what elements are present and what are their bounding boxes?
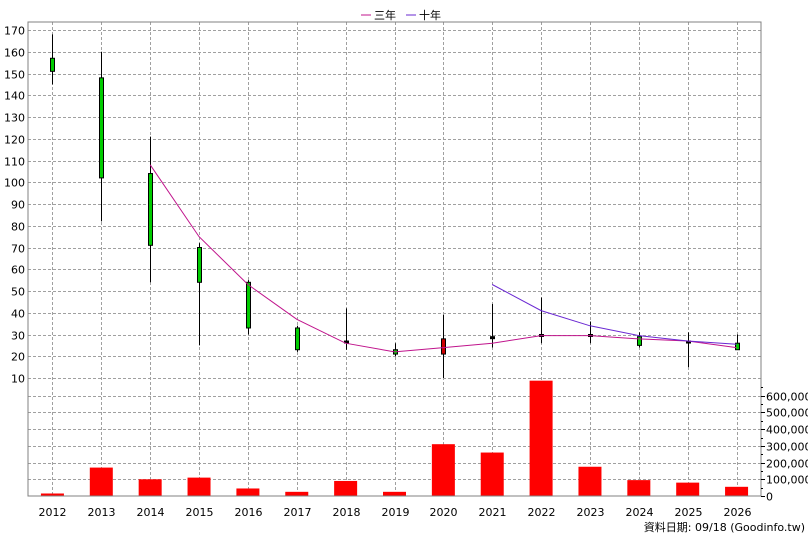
price-tick-label: 160 <box>4 47 25 60</box>
ma-line-10yr <box>491 284 737 345</box>
volume-bar <box>578 466 602 496</box>
volume-bar <box>187 477 211 496</box>
candle-body <box>246 281 251 329</box>
year-tick-label: 2021 <box>479 506 507 519</box>
price-tick-label: 170 <box>4 25 25 38</box>
candle-body <box>295 327 300 351</box>
year-tick-label: 2015 <box>186 506 214 519</box>
price-tick-label: 70 <box>11 243 25 256</box>
volume-bar <box>676 482 700 496</box>
ma-line-3yr <box>149 164 737 353</box>
volume-tick-label: 600,000 <box>766 391 808 404</box>
candle-body <box>148 173 153 246</box>
volume-tick-label: 500,000 <box>766 407 808 420</box>
volume-bar <box>480 452 504 496</box>
year-tick-label: 2016 <box>235 506 263 519</box>
year-tick-label: 2017 <box>284 506 312 519</box>
year-tick-label: 2023 <box>577 506 605 519</box>
price-tick-label: 110 <box>4 156 25 169</box>
year-tick-label: 2019 <box>382 506 410 519</box>
price-tick-label: 60 <box>11 264 25 277</box>
candle-body <box>99 77 104 179</box>
plot-frame <box>27 21 762 497</box>
axis-tick-labels: 10 20 30 40 50 60 70 80 90 100 110 120 130 140 150 160 1… <box>4 25 808 520</box>
volume-bars <box>40 380 749 496</box>
price-tick-label: 40 <box>11 308 25 321</box>
volume-tick-label: 100,000 <box>766 474 808 487</box>
volume-tick-label: 0 <box>766 491 773 504</box>
year-tick-label: 2012 <box>39 506 67 519</box>
volume-bar <box>431 444 455 496</box>
year-tick-label: 2014 <box>137 506 165 519</box>
price-tick-label: 130 <box>4 112 25 125</box>
year-tick-label: 2018 <box>333 506 361 519</box>
source-footer: 資料日期: 09/18 (Goodinfo.tw) <box>644 520 805 534</box>
volume-bar <box>383 491 406 496</box>
volume-bar <box>334 480 358 496</box>
price-tick-label: 20 <box>11 351 25 364</box>
volume-bar <box>529 380 553 496</box>
volume-tick-label: 400,000 <box>766 424 808 437</box>
volume-bar <box>236 488 260 496</box>
year-tick-label: 2025 <box>675 506 703 519</box>
year-tick-label: 2022 <box>528 506 556 519</box>
year-tick-label: 2024 <box>626 506 654 519</box>
candle-body <box>441 338 446 355</box>
legend-label-3yr: 三年 <box>374 8 396 22</box>
price-tick-label: 80 <box>11 221 25 234</box>
volume-tick-label: 300,000 <box>766 441 808 454</box>
price-tick-label: 10 <box>11 373 25 386</box>
year-tick-label: 2026 <box>724 506 752 519</box>
volume-bar <box>40 493 64 496</box>
legend-label-10yr: 十年 <box>419 8 441 22</box>
price-tick-label: 50 <box>11 286 25 299</box>
volume-bar <box>285 491 309 496</box>
price-tick-label: 120 <box>4 134 25 147</box>
candle-body <box>637 336 642 346</box>
volume-bar <box>89 467 113 496</box>
year-tick-label: 2013 <box>88 506 116 519</box>
legend: 三年 十年 <box>361 8 441 22</box>
candle-body <box>197 247 202 283</box>
candle-body <box>490 336 495 340</box>
candle-body <box>735 342 740 351</box>
chart-grid <box>28 22 761 496</box>
price-tick-label: 90 <box>11 199 25 212</box>
price-tick-label: 100 <box>4 177 25 190</box>
price-tick-label: 150 <box>4 69 25 82</box>
volume-bar <box>725 486 749 496</box>
moving-average-lines <box>149 164 737 353</box>
year-tick-label: 2020 <box>430 506 458 519</box>
price-candles <box>50 34 740 378</box>
volume-tick-label: 200,000 <box>766 458 808 471</box>
volume-bar <box>627 480 651 496</box>
candle-body <box>50 57 55 72</box>
price-tick-label: 140 <box>4 90 25 103</box>
volume-bar <box>138 479 162 496</box>
price-tick-label: 30 <box>11 330 25 343</box>
